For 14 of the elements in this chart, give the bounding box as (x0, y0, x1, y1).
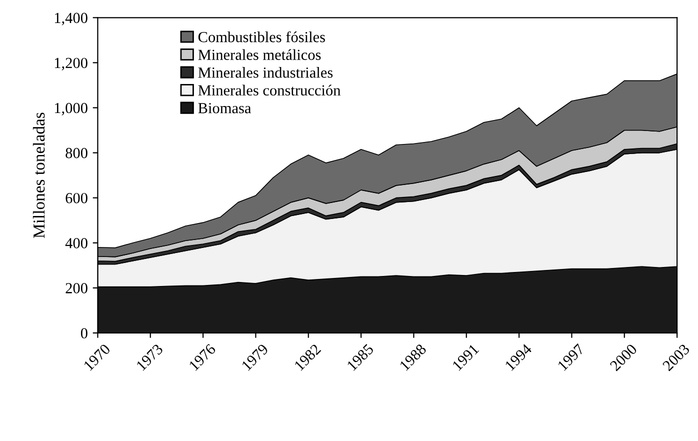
y-tick-label: 1,200 (54, 58, 88, 70)
y-tick-label: 600 (66, 192, 88, 204)
legend-label: Minerales metálicos (198, 49, 321, 60)
y-axis-title: Millones toneladas (32, 112, 45, 238)
legend-label: Combustibles fósiles (198, 31, 325, 42)
y-tick-label: 400 (65, 238, 88, 248)
legend-label: Minerales industriales (198, 67, 333, 78)
y-tick-label: 0 (80, 328, 88, 338)
y-tick-label: 200 (66, 283, 88, 294)
legend-label: Biomasa (198, 103, 252, 114)
y-tick-label: 800 (66, 148, 88, 158)
y-tick-label: 1,000 (54, 102, 88, 116)
legend-label: Minerales construcción (198, 84, 341, 96)
y-tick-label: 1,400 (54, 12, 88, 26)
